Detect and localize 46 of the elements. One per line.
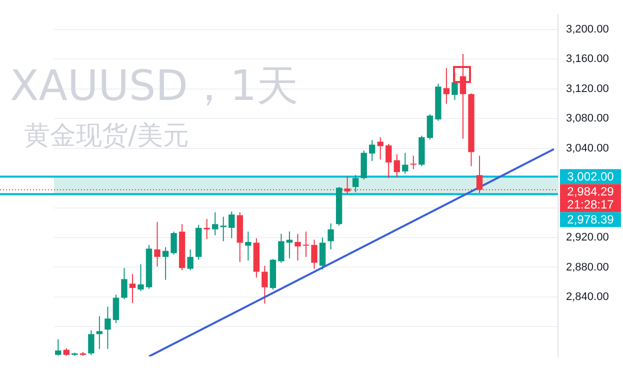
ref-line-label: 2,978.39 <box>567 212 614 226</box>
candlestick <box>228 211 235 239</box>
candlestick <box>104 306 111 350</box>
candlestick <box>262 265 268 304</box>
candlestick <box>129 273 136 304</box>
y-tick-label: 3,160.00 <box>566 53 609 66</box>
candlestick <box>386 143 392 179</box>
ref-line-label: 3,002.00 <box>567 169 614 184</box>
candlestick <box>369 140 376 162</box>
candlestick <box>245 231 252 262</box>
y-tick-label: 3,080.00 <box>566 112 609 125</box>
y-tick-label: 3,040.00 <box>566 142 609 154</box>
candlestick <box>138 264 144 292</box>
text: 21:28:17 <box>567 197 614 212</box>
candlestick <box>112 294 120 324</box>
candlestick <box>377 136 384 160</box>
candlestick <box>328 222 334 250</box>
y-tick-label: 2,880.00 <box>566 261 609 274</box>
candlestick <box>402 152 408 174</box>
candlestick <box>55 338 62 356</box>
candlestick <box>187 248 194 271</box>
candlestick <box>311 239 318 270</box>
candlestick <box>220 216 226 242</box>
candlestick <box>286 231 293 259</box>
candlestick <box>204 218 210 240</box>
y-tick-label: 3,200.00 <box>566 23 609 36</box>
candlestick <box>426 114 434 140</box>
y-tick-label: 2,920.00 <box>566 232 609 244</box>
candlestick <box>302 231 310 258</box>
candlestick <box>96 316 103 350</box>
candlestick <box>162 246 169 280</box>
candlestick <box>278 233 284 264</box>
y-tick-label: 2,840.00 <box>566 290 609 303</box>
candlestick <box>443 68 450 104</box>
candlestick <box>352 174 359 193</box>
candlestick <box>154 221 160 267</box>
candlestick <box>88 330 94 356</box>
candlestick <box>121 267 128 300</box>
candlestick <box>394 154 400 178</box>
candlestick <box>170 231 177 256</box>
candlestick <box>294 233 301 262</box>
candlestick <box>212 212 218 236</box>
ref-line-label: 2,984.29 <box>567 184 614 198</box>
candlestick <box>319 237 326 270</box>
candlestick <box>410 155 417 170</box>
y-tick-label: 3,120.00 <box>566 82 609 95</box>
